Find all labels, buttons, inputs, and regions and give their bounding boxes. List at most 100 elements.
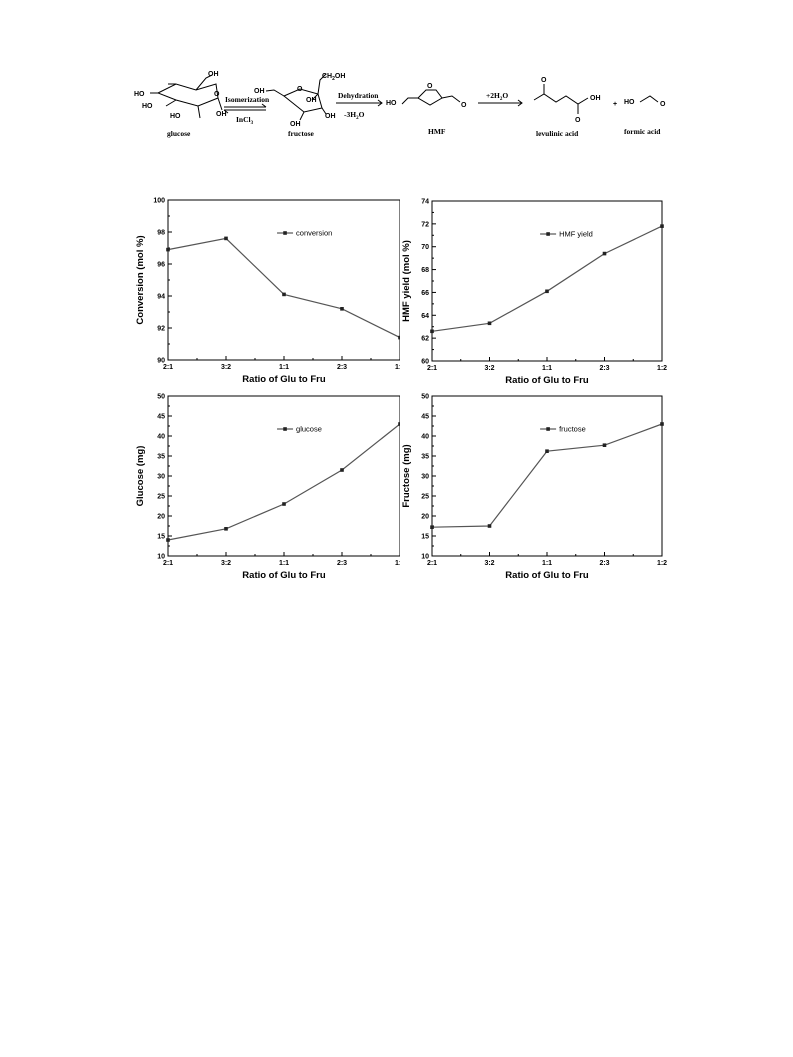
atom-label: HO xyxy=(142,103,153,110)
x-tick-label: 3:2 xyxy=(221,364,231,371)
compound-name-levulinic-acid: levulinic acid xyxy=(536,129,579,138)
chart-glucose: 10 15 20 25 30 35 40 45 50 2:1 3:2 1:1 2:3 1:2 Ratio o… xyxy=(135,394,400,581)
x-axis-label: Ratio of Glu to Fru xyxy=(505,375,589,386)
y-axis-label: Conversion (mol %) xyxy=(135,235,146,324)
atom-label: O xyxy=(214,91,220,98)
y-tick-label: 70 xyxy=(421,244,429,251)
x-tick-label: 1:1 xyxy=(542,365,552,372)
x-tick-label: 1:2 xyxy=(657,365,667,372)
data-point xyxy=(340,307,344,311)
legend-marker xyxy=(283,427,287,431)
data-point xyxy=(602,443,607,447)
y-axis-label: Fructose (mg) xyxy=(401,444,412,507)
chart-hmf-yield: 60 62 64 66 68 70 72 74 2:1 3:2 1:1 2:3 1:2 Ratio of … xyxy=(401,199,667,387)
y-tick-label: 60 xyxy=(421,359,429,366)
x-axis-label: Ratio of Glu to Fru xyxy=(242,374,326,385)
series-line xyxy=(167,423,400,541)
y-tick-label: 50 xyxy=(421,394,429,401)
plot-frame xyxy=(431,200,663,362)
atom-label: OH xyxy=(254,88,265,95)
y-tick-label: 98 xyxy=(157,230,165,237)
x-tick-label: 2:3 xyxy=(337,364,347,371)
y-tick-label: 40 xyxy=(157,434,165,441)
chart-fructose: 10 15 20 25 30 35 40 45 50 2:1 3:2 1:1 2:3 1:2 Ratio o… xyxy=(401,394,667,582)
dehydration-water-label: -3H2O xyxy=(344,110,365,121)
rehydration-label: +2H2O xyxy=(486,91,508,102)
x-tick-label: 1:2 xyxy=(395,560,400,567)
atom-label: HO xyxy=(170,113,181,120)
data-point xyxy=(602,251,607,256)
y-tick-label: 15 xyxy=(157,534,165,541)
y-tick-label: 45 xyxy=(421,414,429,421)
y-tick-label: 94 xyxy=(157,294,165,301)
compound-name-glucose: glucose xyxy=(167,129,191,138)
x-tick-label: 1:2 xyxy=(657,560,667,567)
data-point xyxy=(660,224,664,228)
x-axis-label: Ratio of Glu to Fru xyxy=(505,570,589,581)
reaction-scheme: OH HO HO HO OH O glucose Isomerization I… xyxy=(134,71,666,138)
legend-marker xyxy=(546,232,550,236)
x-tick-label: 2:3 xyxy=(599,365,609,372)
legend-label: HMF yield xyxy=(559,230,593,239)
atom-label: OH xyxy=(306,97,317,104)
y-tick-label: 68 xyxy=(421,267,429,274)
x-tick-label: 2:3 xyxy=(599,560,609,567)
series-line xyxy=(431,225,663,332)
data-point xyxy=(660,422,664,426)
data-point xyxy=(166,247,170,252)
atom-label: O xyxy=(660,101,666,108)
x-tick-label: 2:1 xyxy=(163,364,173,371)
data-point xyxy=(545,289,549,294)
x-tick-label: 2:1 xyxy=(427,365,437,372)
y-tick-label: 50 xyxy=(157,394,165,401)
data-point xyxy=(282,502,286,506)
y-tick-label: 72 xyxy=(421,221,429,228)
y-tick-label: 45 xyxy=(157,414,165,421)
compound-name-formic-acid: formic acid xyxy=(624,127,661,136)
compound-name-hmf: HMF xyxy=(428,127,446,136)
data-point xyxy=(224,527,228,531)
y-tick-label: 10 xyxy=(157,554,165,561)
x-tick-label: 1:1 xyxy=(279,560,289,567)
data-point xyxy=(545,449,549,453)
atom-label: OH xyxy=(208,71,219,78)
atom-label: CH2OH xyxy=(322,73,345,82)
x-tick-label: 3:2 xyxy=(221,560,231,567)
y-tick-label: 30 xyxy=(421,474,429,481)
x-tick-label: 3:2 xyxy=(484,560,494,567)
x-tick-label: 1:1 xyxy=(279,364,289,371)
isomerization-label: Isomerization xyxy=(225,95,270,104)
x-axis-label: Ratio of Glu to Fru xyxy=(242,570,326,581)
x-tick-label: 2:3 xyxy=(337,560,347,567)
y-tick-label: 100 xyxy=(153,198,165,205)
catalyst-label: InCl3 xyxy=(236,115,254,126)
x-tick-label: 1:2 xyxy=(395,364,400,371)
x-tick-label: 3:2 xyxy=(484,365,494,372)
y-tick-label: 74 xyxy=(421,199,429,206)
data-point xyxy=(487,524,492,528)
data-point xyxy=(224,236,228,241)
atom-label: O xyxy=(461,102,467,109)
y-tick-label: 90 xyxy=(157,358,165,365)
atom-label: OH xyxy=(290,121,301,128)
data-point xyxy=(430,525,434,529)
y-tick-label: 30 xyxy=(157,474,165,481)
atom-label: OH xyxy=(325,113,336,120)
data-point xyxy=(398,422,400,426)
y-tick-label: 10 xyxy=(421,554,429,561)
y-tick-label: 62 xyxy=(421,336,429,343)
y-tick-label: 92 xyxy=(157,326,165,333)
series-line xyxy=(167,237,400,339)
y-axis-label: Glucose (mg) xyxy=(135,446,146,507)
legend-marker xyxy=(283,231,287,235)
legend-label: glucose xyxy=(296,425,322,434)
atom-label: HO xyxy=(386,100,397,107)
plot-frame xyxy=(431,395,663,557)
data-point xyxy=(166,538,170,542)
y-tick-label: 66 xyxy=(421,290,429,297)
chart-conversion: 90 92 94 96 98 100 2:1 3:2 1:1 2:3 1:2 Ratio of Glu… xyxy=(135,198,400,385)
atom-label: O xyxy=(427,83,433,90)
y-tick-label: 35 xyxy=(421,454,429,461)
glucose-structure xyxy=(150,74,223,119)
x-tick-label: 1:1 xyxy=(542,560,552,567)
